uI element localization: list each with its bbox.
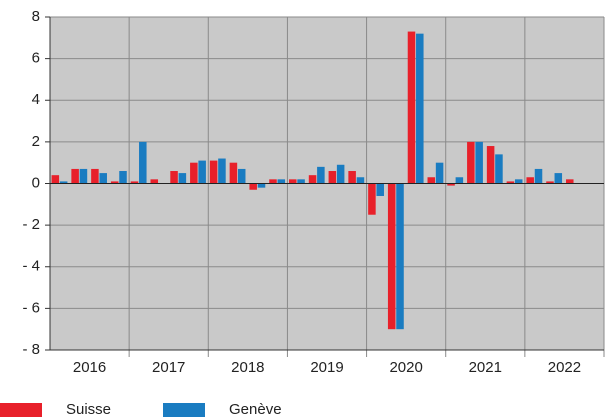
bar <box>257 183 266 188</box>
bar <box>79 168 88 184</box>
bar <box>130 181 139 184</box>
x-group-label: 2016 <box>73 359 106 376</box>
bar <box>71 168 79 184</box>
bar <box>249 183 257 190</box>
bar <box>277 179 286 184</box>
bar <box>209 160 218 184</box>
legend-label: Genève <box>229 401 282 417</box>
bar <box>317 166 325 184</box>
bar <box>455 177 464 184</box>
bar <box>178 173 187 184</box>
bar <box>356 177 365 184</box>
bar <box>139 141 147 184</box>
y-tick-label: 4 <box>32 91 40 108</box>
bar <box>534 168 543 184</box>
bar <box>396 183 404 330</box>
x-group-label: 2022 <box>548 359 581 376</box>
bar <box>150 179 159 184</box>
legend-swatch <box>163 403 205 417</box>
y-tick-label: - 2 <box>22 216 40 233</box>
bar <box>229 162 238 184</box>
bar <box>289 179 297 184</box>
bar <box>59 181 68 184</box>
bar <box>387 183 396 330</box>
y-tick-label: - 4 <box>22 258 40 275</box>
x-group-label: 2017 <box>152 359 185 376</box>
bar <box>110 181 119 184</box>
bar <box>376 183 384 196</box>
bar <box>336 164 345 184</box>
bar <box>297 179 305 184</box>
bar <box>526 177 534 184</box>
bar <box>198 160 206 184</box>
bar <box>237 168 246 184</box>
bar <box>308 175 317 184</box>
y-tick-label: 6 <box>32 50 40 67</box>
bar <box>170 171 178 184</box>
x-group-label: 2021 <box>469 359 502 376</box>
bar <box>218 158 226 184</box>
bar <box>348 171 356 184</box>
bar <box>467 141 475 184</box>
x-group-label: 2019 <box>310 359 343 376</box>
bar <box>99 173 107 184</box>
bar <box>328 171 337 184</box>
y-tick-label: - 8 <box>22 341 40 358</box>
bar <box>514 179 523 184</box>
bar <box>51 175 60 184</box>
y-tick-label: 2 <box>32 133 40 150</box>
bar <box>427 177 436 184</box>
bar <box>546 181 554 184</box>
y-tick-label: 0 <box>32 174 40 191</box>
bar <box>486 146 495 184</box>
bar <box>435 162 444 184</box>
bar <box>475 141 483 184</box>
y-tick-label: - 6 <box>22 299 40 316</box>
x-group-label: 2018 <box>231 359 264 376</box>
bar <box>368 183 376 215</box>
bar <box>447 183 455 186</box>
bar <box>416 33 424 184</box>
bar <box>91 168 99 184</box>
bar <box>190 162 198 184</box>
legend-swatch <box>0 403 42 417</box>
bar <box>506 181 515 184</box>
bar <box>269 179 277 184</box>
y-tick-label: 8 <box>32 8 40 25</box>
bar <box>407 31 416 184</box>
bar <box>119 171 127 184</box>
bar <box>495 154 503 184</box>
bar <box>554 173 563 184</box>
x-group-label: 2020 <box>389 359 422 376</box>
bar <box>566 179 574 184</box>
legend-label: Suisse <box>66 401 111 417</box>
